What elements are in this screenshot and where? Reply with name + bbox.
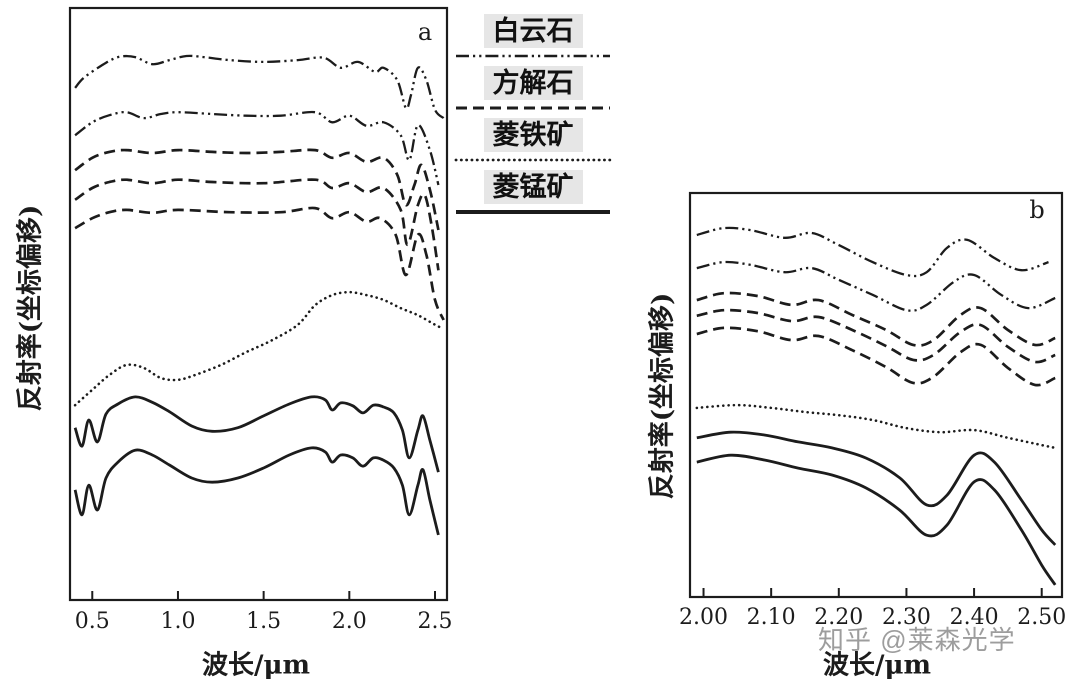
curve-panel-b-calcite-1: [696, 291, 1056, 347]
curve-panel-a-dolomite-2: [74, 110, 440, 186]
panel-a-x-tick-label: 1.0: [160, 609, 195, 634]
curve-panel-a-calcite-2: [74, 178, 440, 271]
panel-b-x-tick-label: 2.10: [747, 605, 796, 630]
panel-b-x-tick-label: 2.20: [814, 605, 863, 630]
curve-panel-b-calcite-2: [696, 308, 1056, 364]
panel-b-x-axis-label: 波长/μm: [822, 650, 932, 681]
panel-b-corner-label: b: [1029, 196, 1045, 224]
panel-b-x-tick-label: 2.30: [882, 605, 931, 630]
legend-item-calcite: 方解石: [452, 66, 614, 116]
curve-panel-a-siderite-1: [73, 290, 445, 407]
panel-a-x-tick-label: 1.5: [246, 609, 281, 634]
curve-panel-a-rhodochrosite-2: [73, 446, 440, 536]
legend-label-siderite: 菱铁矿: [483, 118, 583, 152]
watermark: 知乎 @莱森光学: [818, 625, 1016, 655]
panel-b-frame: [688, 191, 1064, 599]
plot-panel-a: 0.5 1.0 1.5 2.0 2.5: [68, 6, 453, 634]
curve-panel-a-dolomite-1: [74, 54, 445, 120]
legend-item-rhodochrosite: 菱锰矿: [452, 170, 614, 220]
curve-panel-b-rhodochrosite-1: [696, 430, 1057, 546]
panel-a-y-axis-label: 反射率(坐标偏移): [15, 204, 46, 412]
panel-a-x-tick-label: 2.5: [418, 609, 453, 634]
curve-panel-b-rhodochrosite-2: [696, 453, 1057, 586]
curve-panel-b-dolomite-2: [696, 260, 1056, 312]
legend: 白云石 方解石 菱铁矿 菱锰矿: [452, 14, 614, 222]
legend-label-dolomite: 白云石: [483, 14, 583, 48]
curve-panel-a-rhodochrosite-1: [73, 395, 440, 473]
panel-a-x-tick-label: 0.5: [75, 609, 110, 634]
legend-line-sample-dashdotdot-icon: [456, 54, 610, 58]
panel-b-y-axis-label: 反射率(坐标偏移): [647, 292, 678, 500]
legend-label-rhodochrosite: 菱锰矿: [483, 170, 583, 204]
panel-a-x-tick-label: 2.0: [332, 609, 367, 634]
legend-label-calcite: 方解石: [483, 66, 583, 100]
panel-b-x-tick-label: 2.00: [679, 605, 728, 630]
legend-line-sample-dotted-icon: [454, 158, 612, 162]
panel-b-x-tick-label: 2.50: [1017, 605, 1066, 630]
panel-a-frame: [68, 6, 449, 602]
legend-item-siderite: 菱铁矿: [452, 118, 614, 168]
panel-a-corner-label: a: [417, 18, 433, 46]
panel-b-x-tick-label: 2.40: [950, 605, 999, 630]
legend-line-sample-dashed-icon: [456, 106, 610, 110]
curve-panel-b-siderite-1: [695, 403, 1057, 450]
legend-item-dolomite: 白云石: [452, 14, 614, 64]
legend-line-sample-solid-icon: [456, 210, 610, 214]
panel-a-x-axis-label: 波长/μm: [201, 650, 311, 681]
curve-panel-b-dolomite-1: [696, 226, 1049, 278]
curve-panel-a-calcite-1: [74, 148, 440, 231]
curve-panel-a-calcite-3: [74, 206, 445, 321]
curve-panel-b-calcite-3: [696, 326, 1056, 387]
plot-panel-b: 2.00 2.10 2.20 2.30 2.40 2.50: [679, 191, 1066, 630]
